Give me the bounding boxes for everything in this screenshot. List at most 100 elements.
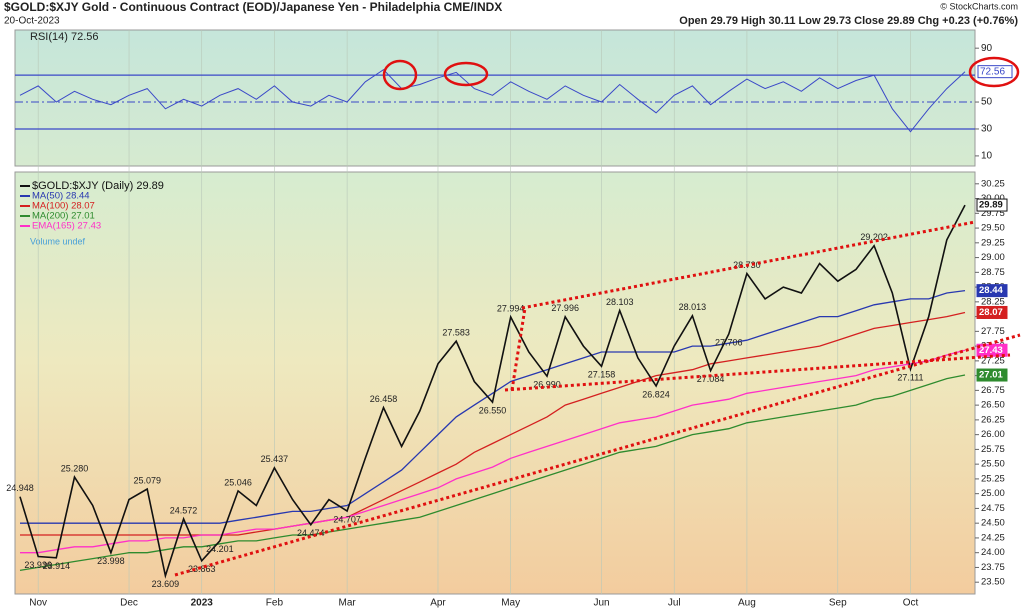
y-tick-label: 23.50 <box>981 577 1005 588</box>
value-box <box>977 65 1013 79</box>
trendline <box>510 307 527 391</box>
legend-label: MA(50) 28.44 <box>32 191 90 202</box>
value-box-label: 72.56 <box>980 66 1005 77</box>
point-label: 27.706 <box>715 337 743 347</box>
y-tick-label: 29.25 <box>981 237 1005 248</box>
y-tick-label: 29.75 <box>981 208 1005 219</box>
x-tick-label: Feb <box>266 598 284 609</box>
rsi-panel <box>14 29 976 167</box>
x-tick-label: Aug <box>738 598 756 609</box>
point-label: 27.583 <box>442 328 470 338</box>
y-tick-label: 30 <box>981 124 993 135</box>
point-label: 26.990 <box>533 380 561 390</box>
point-label: 28.013 <box>679 302 707 312</box>
point-label: 23.609 <box>152 579 180 589</box>
y-tick-label: 26.75 <box>981 385 1005 396</box>
point-label: 23.936 <box>24 560 52 570</box>
x-tick-label: Dec <box>120 598 138 609</box>
data-line <box>20 311 966 536</box>
y-tick-label: 24.75 <box>981 503 1005 514</box>
y-tick-label: 29.50 <box>981 223 1005 234</box>
data-line <box>20 289 966 524</box>
y-tick-label: 28.75 <box>981 267 1005 278</box>
point-label: 24.201 <box>206 544 234 554</box>
data-line <box>19 374 966 572</box>
point-label: 27.996 <box>551 303 579 313</box>
y-tick-label: 29.00 <box>981 252 1005 263</box>
point-label: 25.079 <box>133 475 161 485</box>
y-tick-label: 90 <box>981 43 993 54</box>
x-tick-label: Oct <box>903 598 919 609</box>
x-tick-label: Mar <box>338 598 356 609</box>
point-label: 28.103 <box>606 297 634 307</box>
value-box <box>976 368 1008 382</box>
y-tick-label: 25.25 <box>981 473 1005 484</box>
y-tick-label: 23.75 <box>981 562 1005 573</box>
legend-label: $GOLD:$XJY (Daily) 29.89 <box>32 180 164 192</box>
x-tick-label: Sep <box>829 598 847 609</box>
y-tick-label: 24.00 <box>981 547 1005 558</box>
value-box-label: 27.01 <box>979 370 1003 381</box>
y-tick-label: 24.25 <box>981 532 1005 543</box>
point-label: 24.474 <box>297 528 325 538</box>
value-box-label: 28.44 <box>979 285 1003 296</box>
point-label: 25.046 <box>224 477 252 487</box>
point-label: 25.437 <box>261 454 289 464</box>
value-box <box>976 198 1008 212</box>
point-label: 27.084 <box>697 374 725 384</box>
trendlines <box>174 220 1021 577</box>
value-box <box>976 284 1008 298</box>
x-tick-label: Nov <box>29 598 47 609</box>
point-label: 23.914 <box>43 561 71 571</box>
point-label: 24.707 <box>333 514 361 524</box>
point-label: 24.948 <box>6 483 34 493</box>
volume-note: Volume undef <box>30 236 86 246</box>
point-label: 26.458 <box>370 394 398 404</box>
watermark: © StockCharts.com <box>940 1 1018 11</box>
point-label: 29.202 <box>860 232 888 242</box>
point-label: 27.111 <box>897 372 923 382</box>
circle <box>968 56 1020 88</box>
x-tick-label: May <box>501 598 520 609</box>
y-tick-label: 50 <box>981 97 993 108</box>
value-box <box>976 305 1008 319</box>
y-tick-label: 25.00 <box>981 488 1005 499</box>
y-tick-label: 30.25 <box>981 178 1005 189</box>
y-tick-label: 10 <box>981 151 993 162</box>
point-label: 24.572 <box>170 505 198 515</box>
y-tick-label: 26.00 <box>981 429 1005 440</box>
legend-label: MA(100) 28.07 <box>32 201 95 212</box>
point-label: 26.824 <box>642 389 670 399</box>
x-tick-label: Apr <box>430 598 446 609</box>
data-line <box>19 69 966 133</box>
point-label: 27.158 <box>588 370 616 380</box>
trendline <box>174 333 1021 577</box>
title: $GOLD:$XJY Gold - Continuous Contract (E… <box>4 0 502 14</box>
price-panel <box>14 171 976 595</box>
y-tick-label: 26.50 <box>981 400 1005 411</box>
value-box-label: 29.89 <box>979 200 1003 211</box>
x-tick-label: Jul <box>668 598 681 609</box>
legend-label: EMA(165) 27.43 <box>32 221 101 232</box>
circle <box>443 61 489 87</box>
y-tick-label: 27.25 <box>981 355 1005 366</box>
y-tick-label: 25.75 <box>981 444 1005 455</box>
highlight-circles <box>382 56 1020 91</box>
date: 20-Oct-2023 <box>4 16 60 27</box>
data-line <box>19 204 966 579</box>
point-label: 23.998 <box>97 556 125 566</box>
value-box-label: 28.07 <box>979 307 1003 318</box>
circle <box>382 59 418 91</box>
point-label: 26.550 <box>479 406 507 416</box>
y-tick-label: 24.50 <box>981 518 1005 529</box>
point-label: 25.280 <box>61 464 89 474</box>
point-label: 27.994 <box>497 303 525 313</box>
value-box-label: 27.43 <box>979 345 1003 356</box>
y-tick-label: 28.25 <box>981 296 1005 307</box>
legend-label: MA(200) 27.01 <box>32 211 95 222</box>
y-tick-label: 27.75 <box>981 326 1005 337</box>
x-tick-label: 2023 <box>191 598 214 609</box>
point-label: 23.863 <box>188 564 216 574</box>
